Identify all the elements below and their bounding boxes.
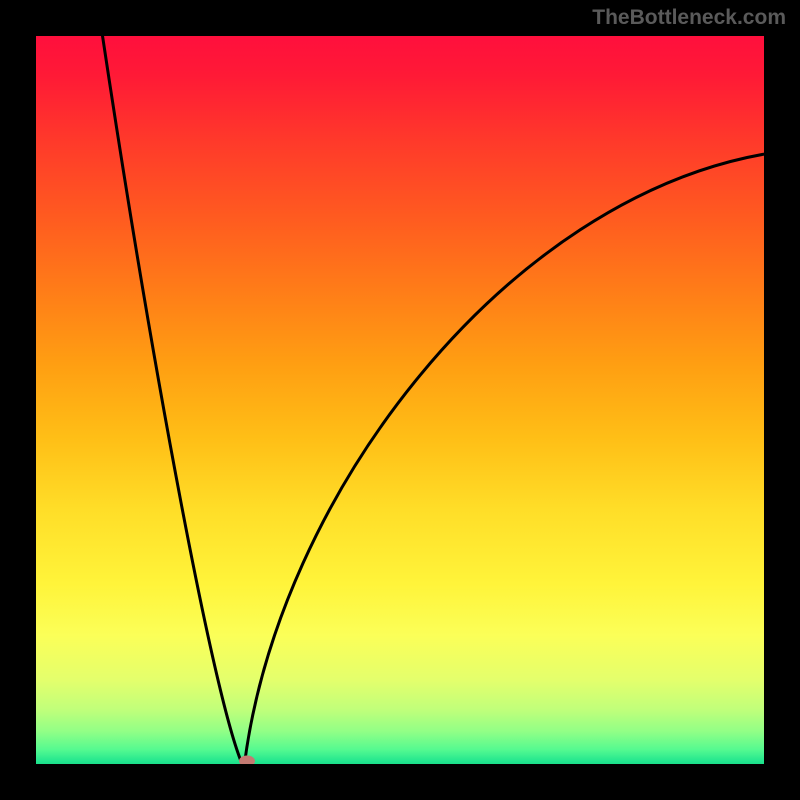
heatmap-gradient	[32, 32, 768, 768]
watermark-text: TheBottleneck.com	[592, 6, 786, 30]
chart-root: TheBottleneck.com	[0, 0, 800, 800]
minimum-marker	[239, 755, 255, 766]
